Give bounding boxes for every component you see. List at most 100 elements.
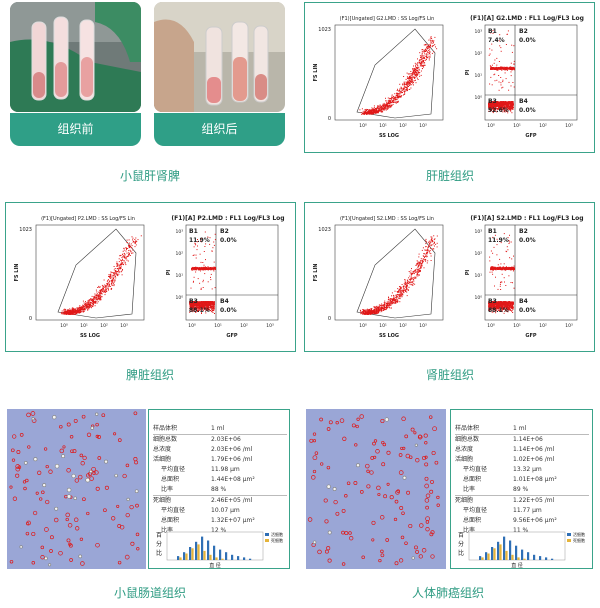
stat-row: 死细胞 2.46E+05 /ml	[153, 495, 287, 506]
scatter-dots	[359, 235, 438, 315]
x-tick: 10⁰	[359, 123, 367, 129]
stat-value: 11 %	[513, 527, 529, 534]
x-tick: 10⁰	[60, 323, 68, 329]
pi-label: PI	[465, 70, 471, 76]
stat-value: 1 ml	[211, 425, 225, 432]
stat-row: 细胞总数 1.14E+06	[455, 434, 589, 445]
micrograph-intestine	[7, 409, 146, 569]
b1-value: 11.9%	[488, 237, 509, 244]
quad-frame	[484, 24, 578, 121]
pi-label: PI	[465, 270, 471, 276]
x-tick: 10²	[240, 323, 248, 329]
hist-ylabel-char: 比	[458, 549, 464, 557]
b1-value: 11.9%	[189, 237, 210, 244]
micrograph-background	[7, 409, 146, 569]
stat-row: 活细胞 1.02E+06 /ml	[455, 455, 589, 465]
flow-panel-spleen: (F1)[Ungated] P2.LMD : SS Log/FS Lin 1023…	[5, 202, 296, 352]
scatter-dots	[60, 235, 142, 315]
x-tick: 10²	[539, 323, 547, 329]
b4-label: B4	[519, 298, 528, 305]
stat-row: 平均直径 10.07 µm	[153, 506, 287, 516]
y-tick: 10³	[474, 229, 482, 235]
b3-value: 88.1%	[189, 307, 210, 314]
stat-value: 11.77 µm	[513, 507, 542, 514]
b2-label: B2	[220, 228, 229, 235]
stat-value: 1.22E+05 /ml	[513, 497, 555, 504]
stat-row: 总浓度 1.14E+06 /ml	[455, 445, 589, 455]
legend-live-swatch	[567, 533, 571, 536]
stat-value: 89 %	[513, 486, 529, 493]
b4-label: B4	[519, 98, 528, 105]
y-tick: 10¹	[474, 73, 482, 79]
b1-label: B1	[189, 228, 198, 235]
stat-row: 细胞总数 2.03E+06	[153, 434, 287, 445]
legend-dead-swatch	[567, 539, 571, 542]
cell-circles	[307, 414, 440, 566]
hist-bars	[177, 536, 252, 560]
x-tick: 10³	[565, 123, 573, 129]
stat-row: 比率 89 %	[455, 485, 589, 495]
gfp-label: GFP	[525, 333, 537, 339]
fs-lin-label: FS LIN	[14, 264, 20, 282]
lung-cancer-caption: 人体肺癌组织	[411, 586, 484, 600]
b4-value: 0.0%	[519, 307, 536, 314]
stat-value: 12 %	[211, 527, 227, 534]
stat-key: 死细胞	[455, 497, 474, 504]
ss-log-label: SS LOG	[379, 133, 399, 139]
x-tick: 10¹	[379, 323, 387, 329]
stat-key: 总浓度	[153, 446, 172, 453]
stat-row: 总面积 1.44E+08 µm²	[153, 475, 287, 485]
stat-value: 1.79E+06 /ml	[211, 456, 253, 463]
x-tick: 10¹	[379, 123, 387, 129]
hist-ylabel-char: 百	[156, 532, 162, 539]
stat-key: 总面积	[161, 476, 180, 483]
stat-row: 死细胞 1.22E+05 /ml	[455, 495, 589, 506]
stat-value: 10.07 µm	[211, 507, 240, 514]
liver-caption: 肝脏组织	[425, 169, 474, 183]
ss-log-label: SS LOG	[80, 333, 100, 339]
stat-value: 9.56E+06 µm²	[513, 517, 557, 524]
hist-ylabel-char: 百	[458, 532, 464, 539]
counter-table-intestine: 样品体积 1 ml 细胞总数 2.03E+06 总浓度 2.03E+06 /ml 活细胞 1.…	[153, 424, 287, 536]
gate-polygon	[356, 228, 436, 319]
legend-dead-label: 死细胞	[271, 537, 283, 543]
gfp-label: GFP	[525, 133, 537, 139]
stat-value: 1.14E+06	[513, 436, 543, 443]
y-max-tick: 1023	[318, 27, 331, 33]
stat-value: 88 %	[211, 486, 227, 493]
ss-log-label: SS LOG	[379, 333, 399, 339]
y-tick: 10¹	[175, 273, 183, 279]
b2-value: 0.0%	[220, 237, 237, 244]
stat-key: 细胞总数	[455, 436, 480, 443]
scatter-dots	[359, 36, 438, 115]
fs-lin-label: FS LIN	[313, 64, 319, 82]
gfp-label: GFP	[226, 333, 238, 339]
x-tick: 10⁰	[487, 323, 495, 329]
legend-dead-swatch	[265, 539, 269, 542]
stat-value: 2.03E+06	[211, 436, 241, 443]
stat-value: 1 ml	[513, 425, 527, 432]
x-tick: 10²	[539, 123, 547, 129]
y-tick: 10⁰	[175, 295, 183, 301]
x-tick: 10²	[399, 323, 407, 329]
b2-label: B2	[519, 28, 528, 35]
stat-key: 比率	[161, 486, 174, 493]
x-tick: 10⁰	[359, 323, 367, 329]
quad-dots	[488, 30, 515, 114]
cell-circles	[9, 411, 140, 567]
x-tick: 10¹	[513, 323, 521, 329]
counter-table-lung-cancer: 样品体积 1 ml 细胞总数 1.14E+06 总浓度 1.14E+06 /ml 活细胞 1.…	[455, 424, 589, 536]
b1-value: 7.4%	[488, 37, 505, 44]
hist-xlabel: 直 径	[511, 562, 523, 568]
y-tick: 10²	[474, 51, 482, 57]
x-tick: 10²	[100, 323, 108, 329]
gate-polygon	[356, 28, 436, 119]
before-label: 组织前	[10, 113, 141, 146]
y-max-tick: 1023	[19, 227, 32, 233]
stat-value: 11.98 µm	[211, 466, 240, 473]
hist-ylabel-char: 分	[156, 540, 162, 548]
hist-xlabel: 直 径	[209, 562, 221, 568]
stat-key: 样品体积	[455, 425, 480, 432]
y-tick: 10¹	[474, 273, 482, 279]
x-tick: 10¹	[214, 323, 222, 329]
